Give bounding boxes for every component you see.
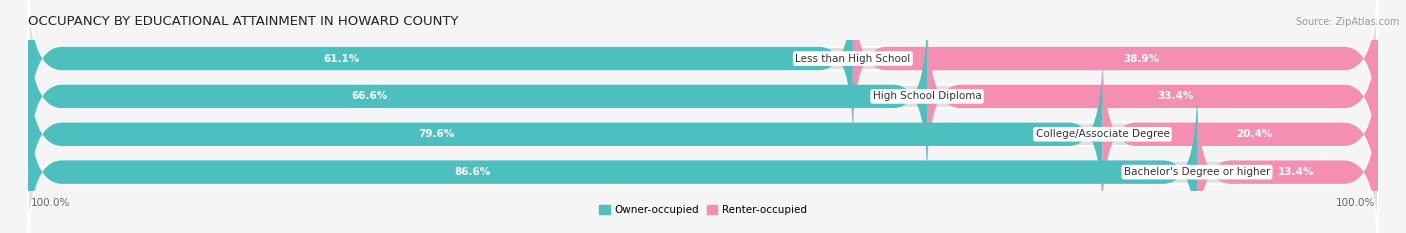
Text: High School Diploma: High School Diploma — [873, 91, 981, 101]
FancyBboxPatch shape — [28, 0, 1378, 141]
Text: 86.6%: 86.6% — [454, 167, 491, 177]
FancyBboxPatch shape — [1102, 51, 1378, 217]
Text: OCCUPANCY BY EDUCATIONAL ATTAINMENT IN HOWARD COUNTY: OCCUPANCY BY EDUCATIONAL ATTAINMENT IN H… — [28, 15, 458, 28]
FancyBboxPatch shape — [28, 89, 1378, 233]
FancyBboxPatch shape — [853, 0, 1378, 141]
FancyBboxPatch shape — [28, 51, 1102, 217]
Text: 38.9%: 38.9% — [1123, 54, 1160, 64]
FancyBboxPatch shape — [927, 14, 1378, 179]
Text: 100.0%: 100.0% — [1336, 198, 1375, 208]
Legend: Owner-occupied, Renter-occupied: Owner-occupied, Renter-occupied — [595, 201, 811, 219]
Text: 79.6%: 79.6% — [418, 129, 454, 139]
Text: Source: ZipAtlas.com: Source: ZipAtlas.com — [1296, 17, 1399, 27]
Text: 61.1%: 61.1% — [323, 54, 360, 64]
Text: 66.6%: 66.6% — [352, 91, 388, 101]
Text: 20.4%: 20.4% — [1236, 129, 1272, 139]
FancyBboxPatch shape — [28, 0, 853, 141]
Text: Less than High School: Less than High School — [796, 54, 911, 64]
Text: 13.4%: 13.4% — [1278, 167, 1315, 177]
FancyBboxPatch shape — [28, 14, 1378, 179]
Text: 100.0%: 100.0% — [31, 198, 70, 208]
FancyBboxPatch shape — [28, 14, 927, 179]
Text: 33.4%: 33.4% — [1157, 91, 1194, 101]
FancyBboxPatch shape — [28, 89, 1197, 233]
Text: College/Associate Degree: College/Associate Degree — [1036, 129, 1170, 139]
FancyBboxPatch shape — [28, 51, 1378, 217]
Text: Bachelor's Degree or higher: Bachelor's Degree or higher — [1123, 167, 1270, 177]
FancyBboxPatch shape — [1197, 89, 1378, 233]
